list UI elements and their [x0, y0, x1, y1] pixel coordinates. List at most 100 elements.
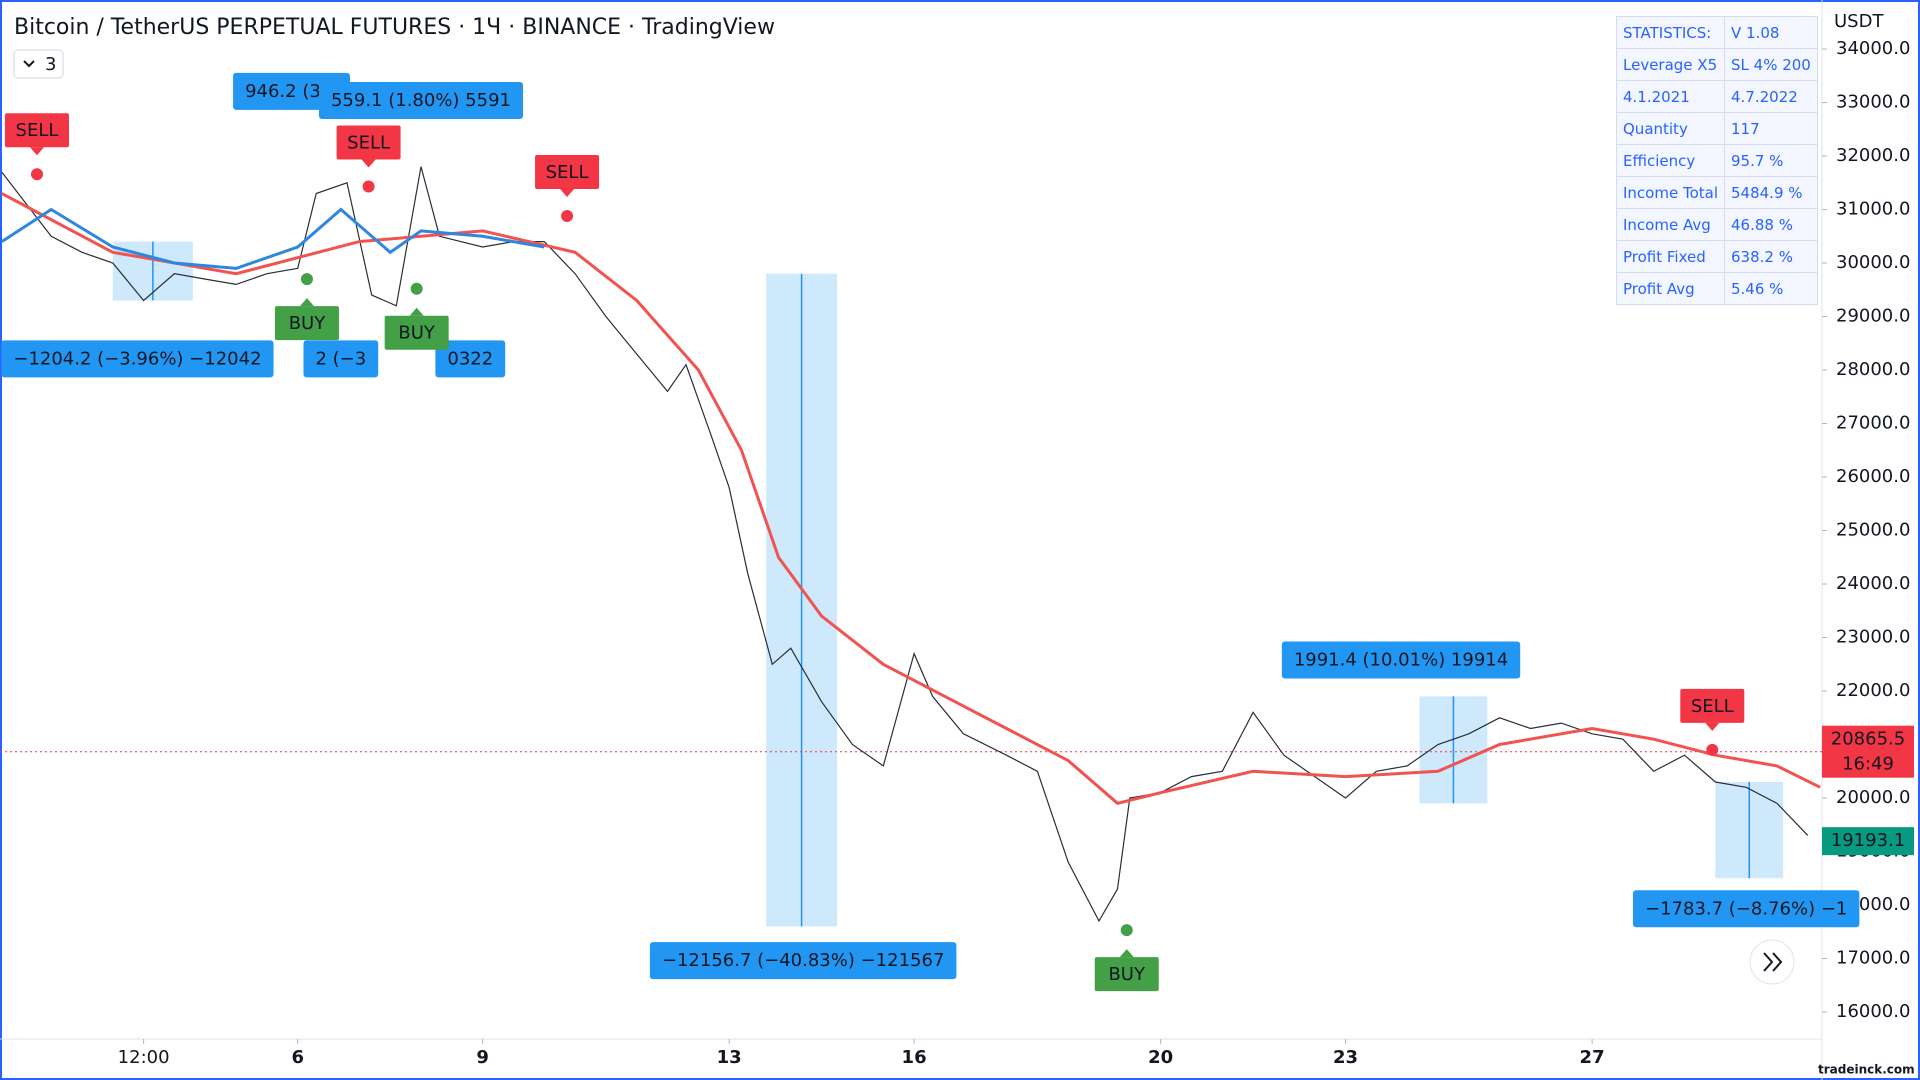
- x-tick-label: 16: [902, 1047, 927, 1068]
- y-tick-label: 30000.0: [1836, 252, 1910, 273]
- y-tick-label: 22000.0: [1836, 680, 1910, 701]
- scroll-icon: [1763, 952, 1783, 972]
- x-tick-label: 20: [1148, 1047, 1173, 1068]
- stat-cell: 4.1.2021: [1616, 80, 1725, 113]
- signal-pointer: [1705, 722, 1720, 731]
- stat-row: STATISTICS: V 1.08: [1616, 16, 1818, 49]
- note-bg: [435, 340, 506, 378]
- y-tick-label: 20000.0: [1836, 787, 1910, 808]
- note-text: 946.2 (3.0: [245, 81, 338, 102]
- series-line: [1, 192, 1821, 805]
- signal-pointer: [361, 159, 376, 168]
- note-text: 559.1 (1.80%) 5591: [331, 90, 511, 111]
- stop-price-tag: [1822, 827, 1914, 856]
- trade-label-bg: [649, 942, 957, 980]
- series-line: [0, 207, 545, 270]
- signal-label-bg: [336, 125, 401, 160]
- stat-cell: Quantity: [1616, 112, 1725, 145]
- watermark: tradeinck.com: [1818, 1063, 1915, 1077]
- y-tick-label: 16000.0: [1836, 1001, 1910, 1022]
- stat-cell: Income Total: [1616, 176, 1725, 209]
- stat-cell: Leverage X5: [1616, 48, 1725, 81]
- x-tick-label: 23: [1333, 1047, 1358, 1068]
- trade-label-bg: [1281, 641, 1521, 679]
- y-tick-label: 33000.0: [1836, 92, 1910, 113]
- stat-cell: Profit Fixed: [1616, 240, 1725, 273]
- trade-label: −12156.7 (−40.83%) −121567: [649, 942, 957, 980]
- signal-label-bg: [1680, 688, 1745, 723]
- stat-row: Income Total 5484.9 %: [1616, 176, 1818, 209]
- signal-point: [410, 282, 423, 295]
- note: 2 (−3: [303, 340, 379, 378]
- signal-point: [561, 209, 574, 222]
- signal-label: SELL: [1691, 696, 1734, 717]
- y-tick-label: 26000.0: [1836, 466, 1910, 487]
- stat-cell: 5484.9 %: [1724, 176, 1818, 209]
- x-tick-label: 27: [1580, 1047, 1605, 1068]
- y-tick-label: 31000.0: [1836, 199, 1910, 220]
- stat-cell: V 1.08: [1724, 16, 1818, 49]
- indicator-count: 3: [45, 54, 56, 75]
- signal-label: SELL: [16, 120, 59, 141]
- stat-row: 4.1.2021 4.7.2022: [1616, 80, 1818, 113]
- stat-row: Profit Avg 5.46 %: [1616, 272, 1818, 305]
- stat-cell: STATISTICS:: [1616, 16, 1725, 49]
- y-tick-label: 32000.0: [1836, 145, 1910, 166]
- y-tick-label: 34000.0: [1836, 38, 1910, 59]
- signal-label-bg: [1094, 957, 1159, 992]
- signal-label-bg: [4, 113, 69, 148]
- note-bg: [303, 340, 379, 378]
- countdown: 16:49: [1842, 754, 1894, 775]
- signal-label-bg: [535, 154, 600, 189]
- signal-pointer: [29, 147, 44, 156]
- x-tick-label: 13: [717, 1047, 742, 1068]
- x-tick-label: 6: [291, 1047, 304, 1068]
- signal-point: [300, 273, 313, 286]
- stat-cell: 638.2 %: [1724, 240, 1818, 273]
- note: 0322: [435, 340, 506, 378]
- stat-cell: 95.7 %: [1724, 144, 1818, 177]
- stat-cell: 117: [1724, 112, 1818, 145]
- stat-row: Efficiency 95.7 %: [1616, 144, 1818, 177]
- signal-point: [1706, 743, 1719, 756]
- signal-pointer: [560, 188, 575, 197]
- signal-point: [362, 180, 375, 193]
- stat-cell: 4.7.2022: [1724, 80, 1818, 113]
- note: 559.1 (1.80%) 5591: [318, 81, 523, 119]
- trade-label: 1991.4 (10.01%) 19914: [1281, 641, 1521, 679]
- currency: USDT: [1834, 11, 1884, 32]
- indicator-toggle[interactable]: [13, 49, 64, 79]
- series-line: [1, 166, 1809, 923]
- signal-pointer: [409, 307, 424, 316]
- note-text: 0322: [447, 348, 493, 369]
- stat-cell: Profit Avg: [1616, 272, 1725, 305]
- signal-pointer: [1119, 949, 1134, 958]
- signal-label: SELL: [347, 133, 390, 154]
- trade-label-bg: [1, 340, 274, 378]
- signal-label-bg: [384, 315, 449, 350]
- trade-label-text: 1991.4 (10.01%) 19914: [1294, 650, 1508, 671]
- stat-cell: Efficiency: [1616, 144, 1725, 177]
- stat-cell: SL 4% 200: [1724, 48, 1818, 81]
- y-tick-label: 29000.0: [1836, 306, 1910, 327]
- signal-label: SELL: [546, 162, 589, 183]
- trade-label: −1783.7 (−8.76%) −1: [1633, 890, 1860, 928]
- signal-label-bg: [274, 306, 339, 341]
- signal-label: BUY: [1108, 964, 1146, 985]
- y-tick-label: 17000.0: [1836, 947, 1910, 968]
- trade-label-text: −12156.7 (−40.83%) −121567: [662, 950, 945, 971]
- note-bg: [318, 81, 523, 119]
- y-tick-label: 23000.0: [1836, 627, 1910, 648]
- stop-price-label: 19193.1: [1831, 830, 1905, 851]
- trade-label-text: −1783.7 (−8.76%) −1: [1645, 898, 1847, 919]
- stat-cell: 5.46 %: [1724, 272, 1818, 305]
- signal-label: BUY: [398, 323, 436, 344]
- stat-cell: Income Avg: [1616, 208, 1725, 241]
- stat-row: Profit Fixed 638.2 %: [1616, 240, 1818, 273]
- stat-row: Income Avg 46.88 %: [1616, 208, 1818, 241]
- y-tick-label: 25000.0: [1836, 520, 1910, 541]
- last-price-tag: [1822, 725, 1914, 778]
